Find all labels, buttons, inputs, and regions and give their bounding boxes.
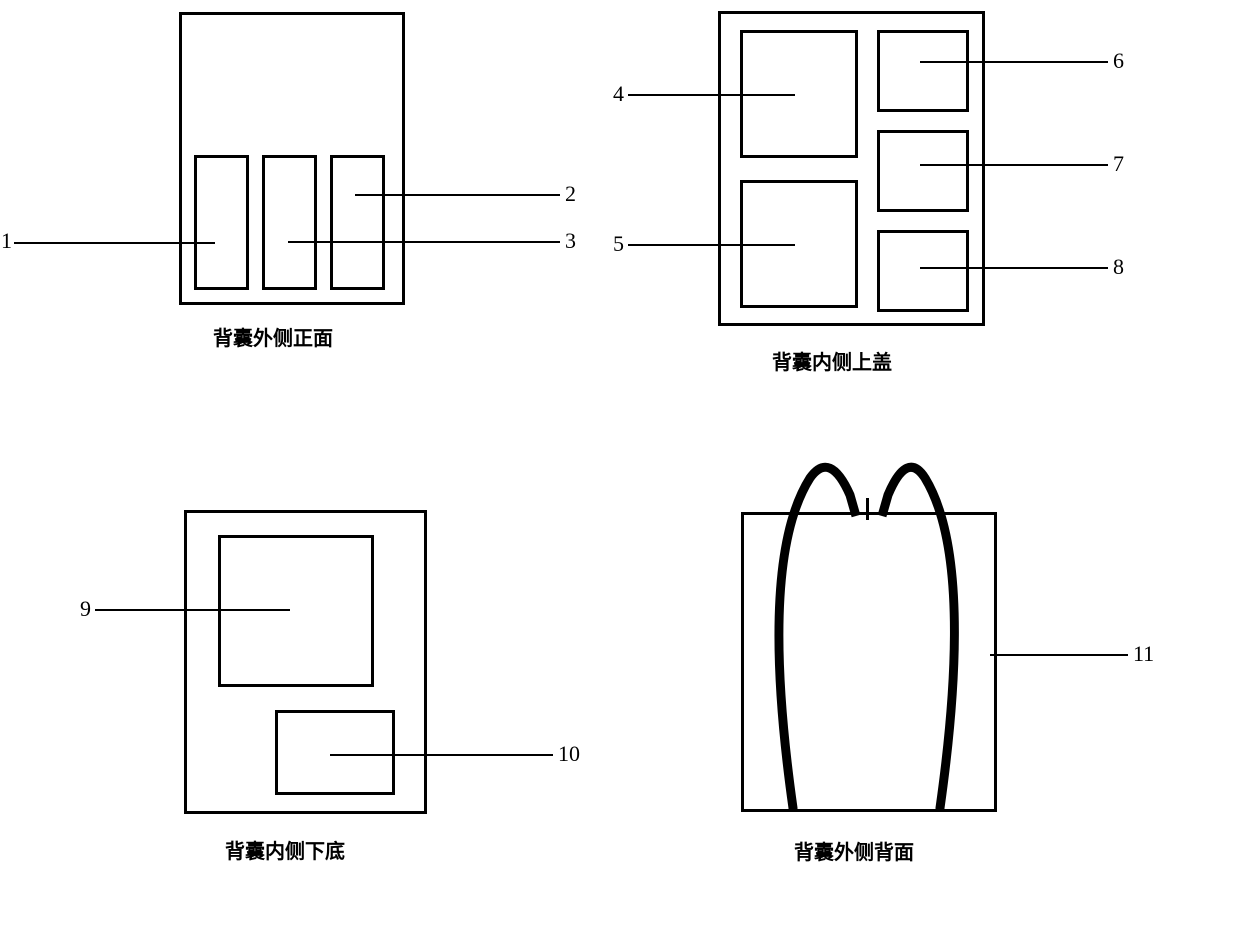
leader-7	[920, 164, 1108, 166]
label-5: 5	[613, 231, 624, 257]
leader-3	[288, 241, 560, 243]
label-11: 11	[1133, 641, 1154, 667]
label-3: 3	[565, 228, 576, 254]
label-4: 4	[613, 81, 624, 107]
label-2: 2	[565, 181, 576, 207]
leader-1	[14, 242, 215, 244]
leader-9	[95, 609, 290, 611]
leader-4	[628, 94, 795, 96]
caption-back: 背囊外侧背面	[794, 836, 914, 865]
leader-5	[628, 244, 795, 246]
label-9: 9	[80, 596, 91, 622]
leader-8	[920, 267, 1108, 269]
leader-11	[990, 654, 1128, 656]
strap-right	[0, 0, 1240, 932]
leader-10	[330, 754, 553, 756]
label-7: 7	[1113, 151, 1124, 177]
leader-2	[355, 194, 560, 196]
leader-6	[920, 61, 1108, 63]
label-10: 10	[558, 741, 580, 767]
label-1: 1	[1, 228, 12, 254]
back-tick	[866, 498, 869, 520]
strap-right-path	[882, 467, 954, 810]
label-8: 8	[1113, 254, 1124, 280]
label-6: 6	[1113, 48, 1124, 74]
